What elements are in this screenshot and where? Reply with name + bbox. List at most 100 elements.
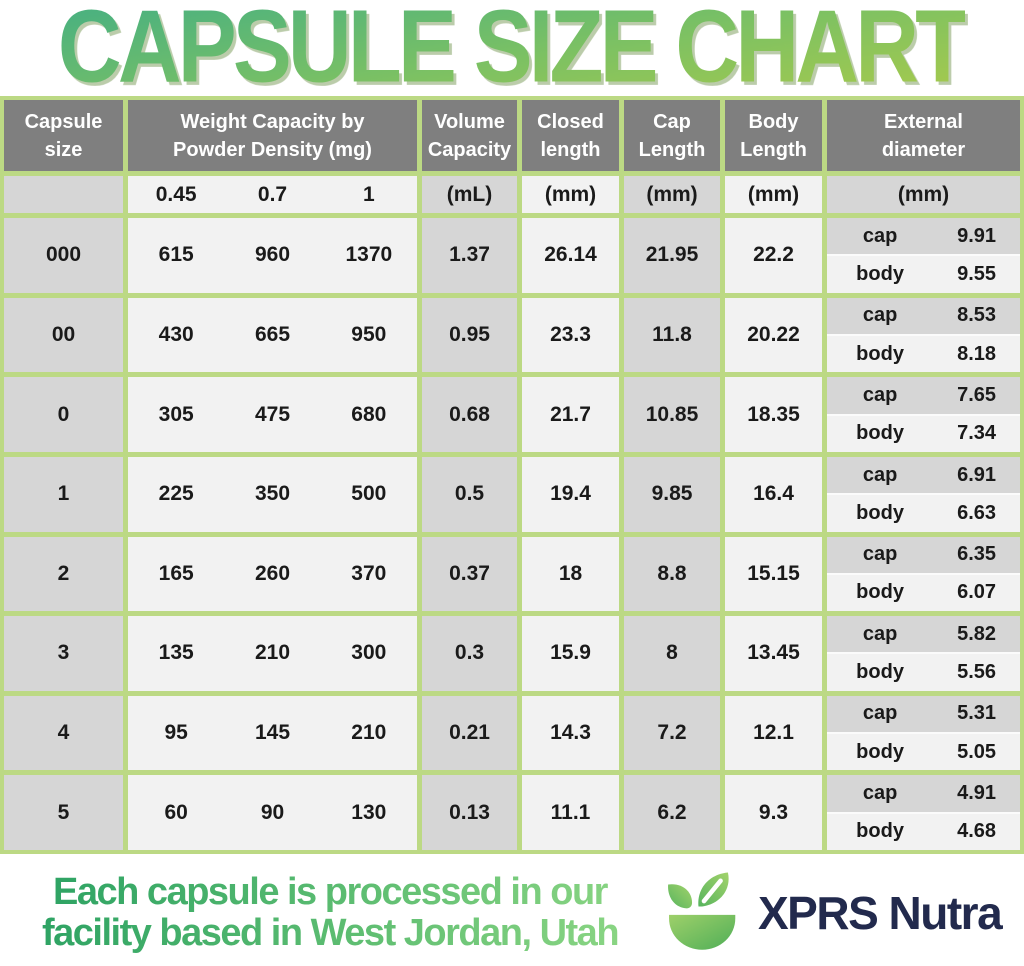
cell-capsule-size: 0: [4, 377, 123, 452]
cell-closed-length: 21.7: [522, 377, 619, 452]
header-label: Length: [740, 138, 807, 161]
header-label: Cap: [653, 110, 691, 133]
external-body-label: body: [856, 581, 904, 604]
cell-weight-capacity: 165 260 370: [128, 536, 417, 612]
external-body-value: 4.68: [957, 820, 997, 843]
external-body-label: body: [856, 661, 904, 684]
cell-capsule-size: 000: [4, 218, 123, 293]
weight-value: 60: [164, 800, 188, 824]
external-cap-value: 6.91: [957, 463, 997, 486]
cell-volume-capacity: 0.21: [422, 695, 517, 771]
unit-body-length: (mm): [725, 176, 822, 213]
cell-cap-length: 9.85: [624, 456, 720, 532]
brand-lockup: XPRS Nutra: [658, 867, 1003, 959]
external-cap-label: cap: [862, 304, 898, 327]
weight-value: 500: [351, 482, 387, 506]
weight-value: 135: [158, 641, 194, 665]
weight-value: 960: [254, 243, 291, 267]
cell-volume-capacity: 0.95: [422, 297, 517, 373]
weight-value: 950: [351, 322, 387, 346]
external-body-row: body 6.07: [827, 574, 1020, 612]
weight-value: 210: [254, 641, 291, 665]
header-label: Length: [638, 138, 706, 161]
external-body-label: body: [856, 820, 904, 843]
external-cap-row: cap 9.91: [827, 218, 1020, 257]
cell-closed-length: 11.1: [522, 775, 619, 850]
external-body-row: body 7.34: [827, 415, 1020, 452]
external-body-row: body 6.63: [827, 495, 1020, 532]
cell-volume-capacity: 0.3: [422, 616, 517, 691]
external-cap-value: 8.53: [957, 304, 997, 327]
header-external-diameter: External diameter: [827, 100, 1020, 171]
external-cap-label: cap: [862, 543, 898, 566]
weight-value: 350: [254, 482, 291, 506]
weight-value: 260: [254, 561, 291, 585]
external-cap-value: 4.91: [957, 782, 997, 805]
external-cap-label: cap: [862, 782, 898, 805]
capsule-size-table: Capsule size Weight Capacity by Powder D…: [0, 96, 1024, 854]
cell-capsule-size: 4: [4, 695, 123, 771]
weight-value: 475: [254, 402, 291, 426]
external-body-row: body 4.68: [827, 813, 1020, 850]
header-label: Body: [748, 110, 799, 133]
cell-closed-length: 23.3: [522, 297, 619, 373]
weight-value: 225: [158, 482, 194, 506]
cell-external-diameter: cap 6.35 body 6.07: [827, 536, 1020, 612]
weight-value: 680: [351, 402, 387, 426]
weight-value: 165: [158, 561, 194, 585]
cell-external-diameter: cap 9.91 body 9.55: [827, 218, 1020, 293]
weight-value: 430: [158, 322, 194, 346]
cell-cap-length: 8.8: [624, 536, 720, 612]
footer-tagline-line1: Each capsule is processed in our: [53, 870, 607, 913]
cell-external-diameter: cap 7.65 body 7.34: [827, 377, 1020, 452]
external-body-row: body 5.56: [827, 654, 1020, 691]
cell-capsule-size: 00: [4, 297, 123, 373]
cell-closed-length: 26.14: [522, 218, 619, 293]
cell-weight-capacity: 135 210 300: [128, 616, 417, 691]
header-label: Volume: [434, 110, 505, 133]
cell-capsule-size: 1: [4, 456, 123, 532]
external-body-value: 5.05: [957, 740, 997, 763]
external-cap-row: cap 6.91: [827, 456, 1020, 496]
external-body-label: body: [856, 342, 904, 365]
cell-body-length: 13.45: [725, 616, 822, 691]
weight-value: 665: [254, 322, 291, 346]
cell-volume-capacity: 0.68: [422, 377, 517, 452]
title-area: CAPSULE SIZE CHART: [0, 0, 1024, 99]
cell-body-length: 15.15: [725, 536, 822, 612]
header-label: Weight Capacity by: [180, 110, 365, 133]
cell-body-length: 22.2: [725, 218, 822, 293]
external-body-value: 5.56: [957, 661, 997, 684]
external-cap-label: cap: [862, 702, 898, 725]
unit-powder-densities: 0.45 0.7 1: [128, 176, 417, 213]
header-body-length: Body Length: [725, 100, 822, 171]
external-cap-label: cap: [862, 224, 898, 247]
cell-weight-capacity: 615 960 1370: [128, 218, 417, 293]
header-weight-capacity: Weight Capacity by Powder Density (mg): [128, 100, 417, 171]
external-cap-row: cap 7.65: [827, 377, 1020, 416]
cell-weight-capacity: 60 90 130: [128, 775, 417, 850]
external-cap-row: cap 5.82: [827, 616, 1020, 655]
density-value: 0.45: [155, 182, 197, 206]
external-body-row: body 8.18: [827, 335, 1020, 373]
cell-body-length: 18.35: [725, 377, 822, 452]
external-cap-label: cap: [862, 622, 898, 645]
unit-external-diameter: (mm): [827, 176, 1020, 213]
cell-weight-capacity: 225 350 500: [128, 456, 417, 532]
cell-external-diameter: cap 4.91 body 4.68: [827, 775, 1020, 850]
external-body-label: body: [856, 740, 904, 763]
cell-capsule-size: 2: [4, 536, 123, 612]
external-body-value: 7.34: [957, 422, 997, 445]
external-cap-value: 5.31: [957, 702, 997, 725]
cell-closed-length: 15.9: [522, 616, 619, 691]
cell-volume-capacity: 0.5: [422, 456, 517, 532]
external-cap-row: cap 6.35: [827, 536, 1020, 575]
cell-volume-capacity: 0.37: [422, 536, 517, 612]
cell-body-length: 16.4: [725, 456, 822, 532]
cell-volume-capacity: 1.37: [422, 218, 517, 293]
header-closed-length: Closed length: [522, 100, 619, 171]
cell-cap-length: 21.95: [624, 218, 720, 293]
external-body-label: body: [856, 422, 904, 445]
unit-closed-length: (mm): [522, 176, 619, 213]
